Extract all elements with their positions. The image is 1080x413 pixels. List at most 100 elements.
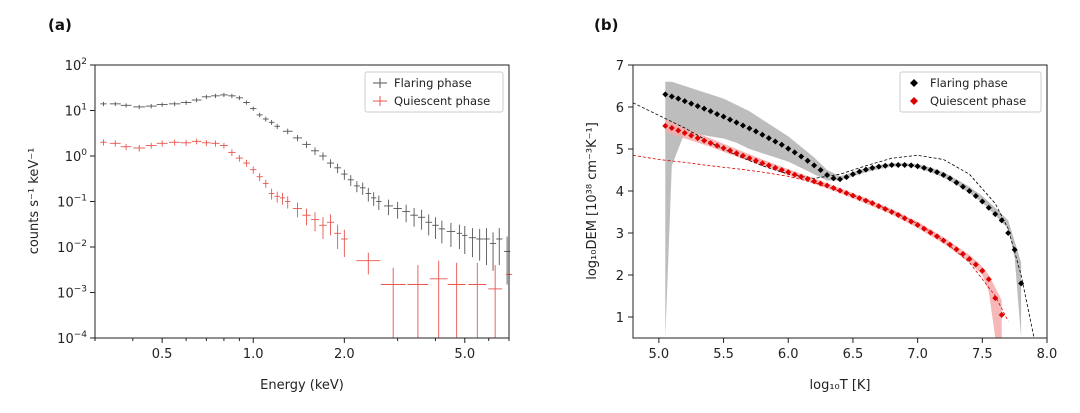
dem-point [966,188,973,194]
dem-point [927,229,934,236]
dem-point [772,164,779,171]
dem-point [746,125,753,132]
y-tick-label: 10−2 [57,239,87,256]
legend-marker-quiescent-dem [910,97,918,105]
data-point [156,102,168,107]
data-point [483,228,490,266]
data-point [407,265,429,338]
data-point [402,204,411,223]
dem-point [875,163,882,170]
dem-point [908,162,915,169]
panel-b-x-axis-label: log₁₀T [K] [810,378,871,393]
dem-point [856,195,863,202]
dem-point [701,105,708,112]
data-point [359,182,366,195]
data-point [302,208,311,226]
panel-a-legend-box [364,71,504,113]
dem-point [1011,246,1018,253]
dem-point [882,162,889,169]
dem-point [862,197,869,204]
dem-point [849,192,856,199]
data-point [274,191,280,203]
quiescent-uncertainty-band [665,119,1002,338]
y-tick-label: 101 [65,103,87,120]
data-point [347,175,354,186]
dem-point [681,98,688,105]
dem-point [668,125,675,131]
dem-point [1018,280,1025,287]
dem-point [830,185,837,192]
dem-point [804,157,811,164]
data-point [334,163,341,174]
data-point [145,142,157,149]
dem-point [869,164,876,171]
data-point [191,138,202,145]
panel-a-legend: Flaring phase Quiescent phase [364,71,504,113]
dem-point [675,127,682,134]
data-point [109,140,121,147]
data-point [120,143,132,151]
dem-point [759,160,766,167]
legend-label-quiescent: Quiescent phase [394,94,490,108]
data-point [228,149,236,156]
dem-point [746,155,753,162]
quiescent-dem-series [662,122,1005,318]
dem-point [675,95,682,102]
dem-point [759,131,766,138]
data-point [311,147,320,156]
flaring-spectrum-series [100,92,511,285]
data-point [250,106,257,111]
dem-point [785,145,792,152]
dem-point [888,209,895,215]
dem-point [934,233,941,240]
dem-point [921,164,928,171]
dem-point [752,157,759,164]
panel-b-legend-box [899,71,1042,113]
data-point [268,188,275,200]
dem-point [778,167,785,173]
dem-point [946,241,953,248]
data-point [476,228,484,261]
dem-point [778,141,785,148]
dem-point [946,175,953,182]
dem-point [830,175,837,182]
x-tick-label: 1.0 [243,347,264,362]
panel-b: (b) 5.0 5.5 6.0 6.5 7.0 7.5 8.0 1 2 3 4 5 6 7 log₁₀T … [585,16,1057,393]
data-point [180,100,192,105]
dem-point [772,138,779,145]
dem-point [701,137,708,144]
dem-point [862,166,869,173]
dem-point [998,217,1005,224]
data-point [462,225,468,255]
data-point [371,192,377,206]
dem-point [694,103,701,110]
dem-point [733,150,740,157]
dem-point [901,161,908,168]
dem-point [992,295,999,302]
dem-point [752,128,759,135]
data-point [168,139,181,146]
dem-point [662,91,669,98]
dem-point [979,198,986,205]
dem-point [824,182,831,189]
data-point [100,101,107,107]
data-point [292,134,302,142]
data-point [334,224,341,250]
data-point [418,209,426,230]
dem-point [966,256,973,263]
dem-point [901,215,908,222]
dem-point [843,174,850,181]
data-point [319,152,327,161]
panel-a-x-axis-label: Energy (keV) [260,378,344,393]
dem-point [714,142,721,149]
panel-a: (a) 0.5 1.0 2.0 5.0 10−4 10−3 10−2 10−1 100 101 10… [27,16,513,393]
dem-point [662,122,669,129]
data-point [285,196,291,209]
dem-point [888,161,895,168]
dem-point [959,183,966,190]
dem-point [791,171,798,178]
data-point [235,155,243,162]
data-point [376,195,382,211]
data-point [468,262,487,338]
